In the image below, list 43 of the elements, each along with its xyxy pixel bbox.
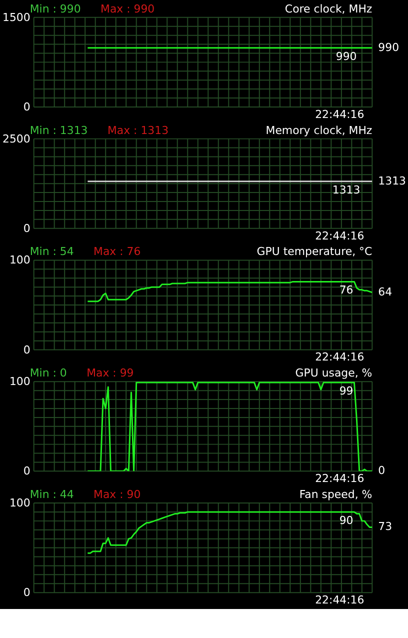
- text: Max : 76: [94, 245, 141, 258]
- text: 22:44:16: [315, 594, 364, 607]
- text: 1313: [378, 174, 406, 188]
- y-tick-label: 1500: [2, 10, 30, 24]
- y-tick-label: 2500: [2, 132, 30, 146]
- text: Min : 44: [30, 488, 74, 502]
- line-series: [86, 280, 372, 302]
- annotation: 1313: [332, 183, 360, 196]
- y-tick-label: 0: [23, 222, 30, 235]
- text: Min : 54: [30, 245, 74, 258]
- text: Max : 990: [100, 2, 155, 16]
- text: 22:44:16: [315, 472, 364, 486]
- text: 0: [378, 464, 386, 478]
- text: 73: [378, 520, 392, 534]
- y-tick-label: 0: [23, 464, 30, 478]
- y-tick-label: 0: [23, 586, 30, 600]
- text: Min : 1313: [30, 124, 88, 137]
- text: Max : 1313: [107, 124, 169, 137]
- text: Max : 90: [94, 488, 141, 502]
- line-series: [86, 382, 372, 472]
- y-tick-label: 100: [9, 496, 30, 510]
- text: 64: [378, 285, 392, 298]
- chart-title: Core clock, MHz: [284, 2, 372, 16]
- chart-title: GPU temperature, °C: [256, 245, 373, 258]
- text: Min : 0: [30, 366, 67, 380]
- annotation: 99: [339, 384, 354, 398]
- y-tick-label: 100: [9, 375, 30, 388]
- chart-title: Memory clock, MHz: [266, 124, 372, 137]
- y-tick-label: 0: [23, 343, 30, 356]
- text: Min : 990: [30, 2, 81, 16]
- chart-title: Fan speed, %: [299, 488, 372, 502]
- text: 22:44:16: [315, 108, 364, 121]
- text: 22:44:16: [315, 350, 364, 364]
- chart-title: GPU usage, %: [295, 366, 372, 380]
- y-tick-label: 100: [9, 254, 30, 267]
- text: 22:44:16: [315, 229, 364, 242]
- y-tick-label: 0: [23, 100, 30, 114]
- line-series: [86, 511, 372, 554]
- annotation: 90: [339, 514, 354, 527]
- annotation: 990: [336, 50, 357, 63]
- text: 990: [378, 40, 400, 54]
- text: Max : 99: [86, 366, 134, 380]
- annotation: 76: [339, 284, 354, 297]
